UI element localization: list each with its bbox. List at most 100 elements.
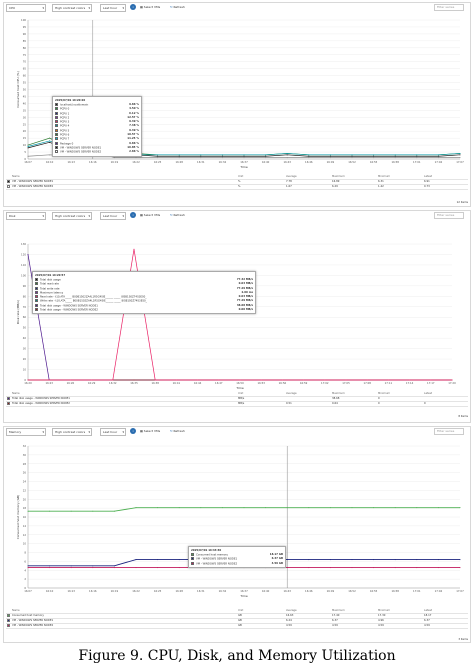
disk-metric-select[interactable]: Disk ▾ [6, 212, 46, 220]
row-average: 1.67 [286, 185, 292, 188]
x-tick-label: 16:25 [154, 589, 162, 593]
table-row[interactable]: VM - WINDOWS SERVER NODE1 GB 6.24 6.37 4.96 6… [6, 619, 468, 624]
y-tick-label: 55 [23, 81, 27, 85]
chevron-down-icon: ▾ [42, 6, 44, 10]
y-tick-label: 5 [24, 150, 26, 154]
column-header[interactable]: Unit [238, 175, 244, 178]
memory-colors-select[interactable]: High contrast colors ▾ [52, 428, 92, 436]
series-color-swatch[interactable] [7, 619, 10, 622]
series-line [28, 249, 452, 381]
memory-range-select[interactable]: Last hour ▾ [100, 428, 126, 436]
column-header[interactable]: Minimum [378, 392, 391, 395]
memory-select-vms-button[interactable]: ▦ Select VMs [140, 429, 160, 433]
table-header: Name Unit Average Maximum Minimum Latest [6, 175, 468, 180]
data-point [243, 507, 245, 509]
data-point [135, 567, 137, 569]
x-tick-label: 16:29 [88, 381, 96, 385]
cpu-colors-select[interactable]: High contrast colors ▾ [52, 4, 92, 12]
info-icon[interactable]: i [130, 4, 136, 10]
y-tick-label: 10 [23, 368, 27, 372]
disk-colors-select[interactable]: High contrast colors ▾ [52, 212, 92, 220]
y-tick-label: 8 [24, 551, 26, 555]
x-tick-label: 16:46 [305, 160, 313, 164]
data-point [27, 144, 29, 146]
data-point [459, 154, 461, 156]
data-point [286, 157, 288, 159]
memory-filter-input[interactable]: Filter series [434, 428, 464, 435]
chevron-down-icon: ▾ [88, 6, 90, 10]
row-unit: GB [238, 624, 242, 627]
table-row[interactable]: VM - WINDOWS SERVER NODE2% 1.67 6.29 1.42 0.… [6, 185, 468, 190]
data-point [92, 567, 94, 569]
column-header[interactable]: Maximum [332, 175, 345, 178]
table-row[interactable]: Total disk usage - WINDOWS SERVER NODE1 M… [6, 397, 468, 402]
info-icon[interactable]: i [130, 212, 136, 218]
data-point [437, 154, 439, 156]
y-tick-label: 40 [23, 101, 27, 105]
data-point [221, 507, 223, 509]
disk-filter-input[interactable]: Filter series [434, 212, 464, 219]
info-icon[interactable]: i [130, 428, 136, 434]
data-point [351, 567, 353, 569]
series-color-swatch[interactable] [7, 624, 10, 627]
memory-metric-select[interactable]: Memory ▾ [6, 428, 46, 436]
disk-refresh-button[interactable]: ↻ Refresh [170, 213, 185, 217]
y-tick-label: 70 [23, 305, 27, 309]
column-header[interactable]: Name [12, 609, 20, 612]
column-header[interactable]: Average [286, 392, 297, 395]
cpu-metric-select[interactable]: CPU ▾ [6, 4, 46, 12]
column-header[interactable]: Average [286, 609, 297, 612]
column-header[interactable]: Maximum [332, 609, 345, 612]
series-color-swatch[interactable] [7, 180, 10, 183]
table-row[interactable]: Consumed host memory GB 16.63 17.40 17.30 18.… [6, 614, 468, 619]
data-point [27, 145, 29, 147]
memory-refresh-button[interactable]: ↻ Refresh [170, 429, 185, 433]
tooltip-row: Total disk usage 77.32 MB/s [35, 278, 253, 282]
data-point [92, 565, 94, 567]
y-tick-label: 130 [21, 242, 26, 246]
column-header[interactable]: Unit [238, 392, 244, 395]
data-point [49, 510, 51, 512]
column-header[interactable]: Latest [424, 609, 433, 612]
column-header[interactable]: Name [12, 392, 20, 395]
table-row[interactable]: Total disk usage - WINDOWS SERVER NODE2 M… [6, 402, 468, 407]
column-header[interactable]: Maximum [332, 392, 345, 395]
data-point [243, 154, 245, 156]
column-header[interactable]: Minimum [378, 609, 391, 612]
disk-range-select[interactable]: Last hour ▾ [100, 212, 126, 220]
column-header[interactable]: Latest [424, 175, 433, 178]
row-minimum: 0 [378, 397, 380, 400]
column-header[interactable]: Minimum [378, 175, 391, 178]
column-header[interactable]: Unit [238, 609, 244, 612]
tooltip-value: 9.86 % [129, 103, 139, 106]
y-tick-label: 60 [23, 74, 27, 78]
x-tick-label: 16:43 [283, 589, 291, 593]
data-point [49, 154, 51, 156]
data-point [394, 567, 396, 569]
x-tick-label: 16:52 [348, 589, 356, 593]
column-header[interactable]: Average [286, 175, 297, 178]
column-header[interactable]: Latest [424, 392, 433, 395]
tooltip-value: 16.85 % [127, 145, 139, 149]
series-color-swatch[interactable] [7, 185, 10, 188]
data-point [416, 154, 418, 156]
cpu-legend-table: Name Unit Average Maximum Minimum Latest VM - … [6, 175, 468, 190]
cpu-refresh-button[interactable]: ↻ Refresh [170, 5, 185, 9]
cpu-select-vms-button[interactable]: ▦ Select VMs [140, 5, 160, 9]
x-tick-label: 16:07 [24, 160, 32, 164]
data-point [329, 154, 331, 156]
table-row[interactable]: VM - WINDOWS SERVER NODE1% 7.78 16.89 6.31 6… [6, 180, 468, 185]
y-tick-label: 30 [23, 453, 27, 457]
table-row[interactable]: VM - WINDOWS SERVER NODE2 GB 4.59 4.59 4.59 4… [6, 624, 468, 629]
series-color-swatch[interactable] [7, 614, 10, 617]
tooltip-label: PCPU 4 [60, 125, 70, 129]
column-header[interactable]: Name [12, 175, 20, 178]
series-color-swatch[interactable] [7, 402, 10, 405]
tooltip-time: 2025/07/01 16:20:20 [55, 99, 86, 102]
cpu-filter-input[interactable]: Filter series [434, 4, 464, 11]
row-unit: MB/s [238, 402, 245, 405]
tooltip-label: PCPU 2 [60, 116, 70, 120]
series-color-swatch[interactable] [7, 397, 10, 400]
cpu-range-select[interactable]: Last hour ▾ [100, 4, 126, 12]
disk-select-vms-button[interactable]: ▦ Select VMs [140, 213, 160, 217]
